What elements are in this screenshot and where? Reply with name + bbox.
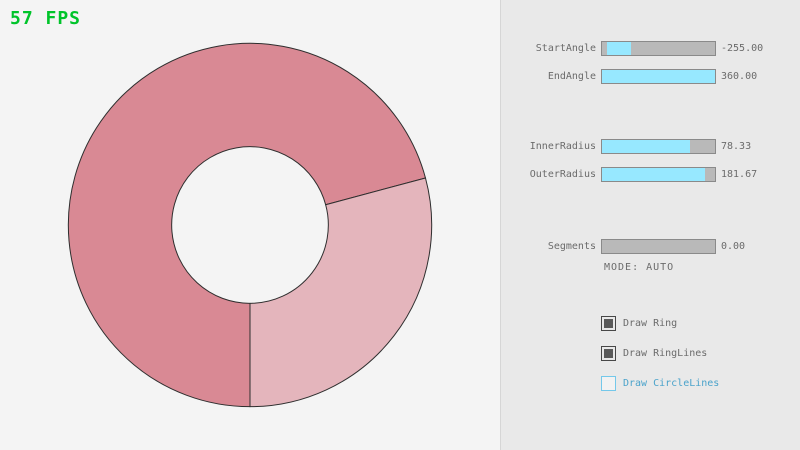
slider-fill [602, 168, 705, 181]
inner-radius-slider[interactable] [601, 139, 716, 154]
slider-fill [602, 70, 715, 83]
inner-radius-label: InnerRadius [529, 141, 596, 152]
checkbox-check [604, 319, 613, 328]
draw-ring-label: Draw Ring [623, 318, 678, 329]
ring-sector-light [249, 177, 433, 408]
checkbox-row: Draw RingLines [501, 346, 800, 361]
ring-graphic [67, 42, 433, 408]
start-angle-label: StartAngle [535, 43, 596, 54]
ring-sector-dark [67, 42, 427, 408]
checkbox-row: Draw Ring [501, 316, 800, 331]
draw-circlelines-label: Draw CircleLines [623, 378, 720, 389]
slider-row: EndAngle 360.00 [501, 69, 800, 84]
ring-canvas: 57 FPS [10, 8, 433, 408]
fps-counter: 57 FPS [10, 8, 82, 29]
slider-knob[interactable] [606, 42, 632, 55]
end-angle-value: 360.00 [721, 71, 758, 82]
outer-radius-label: OuterRadius [529, 169, 596, 180]
controls-panel: StartAngle -255.00 EndAngle 360.00 Inner… [500, 0, 800, 450]
outer-radius-slider[interactable] [601, 167, 716, 182]
start-angle-slider[interactable] [601, 41, 716, 56]
checkbox-row: Draw CircleLines [501, 376, 800, 391]
end-angle-slider[interactable] [601, 69, 716, 84]
draw-ringlines-checkbox[interactable] [601, 346, 616, 361]
end-angle-label: EndAngle [547, 71, 596, 82]
slider-row: InnerRadius 78.33 [501, 139, 800, 154]
segments-label: Segments [547, 241, 596, 252]
checkbox-check [604, 349, 613, 358]
slider-row: OuterRadius 181.67 [501, 167, 800, 182]
inner-radius-value: 78.33 [721, 141, 752, 152]
mode-label: MODE: AUTO [604, 262, 675, 273]
slider-row: Segments 0.00 [501, 239, 800, 254]
draw-ringlines-label: Draw RingLines [623, 348, 708, 359]
slider-fill [602, 140, 691, 153]
outer-radius-value: 181.67 [721, 169, 758, 180]
draw-ring-checkbox[interactable] [601, 316, 616, 331]
start-angle-value: -255.00 [721, 43, 764, 54]
draw-circlelines-checkbox[interactable] [601, 376, 616, 391]
slider-row: StartAngle -255.00 [501, 41, 800, 56]
segments-slider[interactable] [601, 239, 716, 254]
segments-value: 0.00 [721, 241, 746, 252]
